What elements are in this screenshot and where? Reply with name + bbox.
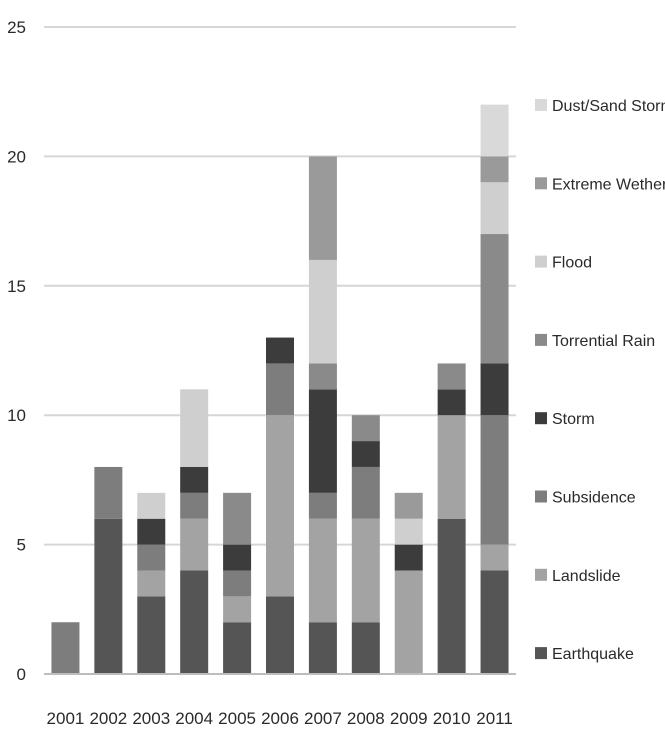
gridlines xyxy=(44,26,516,546)
x-tick-label: 2003 xyxy=(132,709,170,728)
bar-segment-earthquake xyxy=(180,570,209,674)
bar-segment-subsidence xyxy=(180,492,209,519)
bar-segment-storm xyxy=(308,389,337,493)
x-tick-label: 2007 xyxy=(304,709,342,728)
bar-segment-earthquake xyxy=(223,622,252,674)
x-tick-label: 2006 xyxy=(261,709,299,728)
bar-segment-subsidence xyxy=(51,622,80,674)
bar-segment-earthquake xyxy=(137,596,166,674)
bar-segment-earthquake xyxy=(266,596,294,674)
bar-segment-landslide xyxy=(223,596,252,623)
legend: Dust/Sand Storm Extreme Wether Flood Torren… xyxy=(535,98,665,663)
legend-label: Landslide xyxy=(552,568,621,585)
bar-segment-subsidence xyxy=(266,363,294,416)
bar-segment-storm xyxy=(266,337,294,364)
bar-segment-landslide xyxy=(480,544,509,571)
legend-label: Dust/Sand Storm xyxy=(552,98,665,115)
bar-segment-landslide xyxy=(437,415,466,519)
bar-segment-storm xyxy=(394,544,423,571)
x-tick-label: 2002 xyxy=(89,709,127,728)
bar-segment-extreme-wether xyxy=(308,156,337,260)
bar-segment-storm xyxy=(137,518,166,545)
bar-segment-storm xyxy=(437,389,466,416)
y-tick-label: 15 xyxy=(7,277,26,296)
legend-swatch xyxy=(535,177,547,190)
y-tick-label: 25 xyxy=(7,18,26,37)
bar-segment-earthquake xyxy=(308,622,337,674)
bar-segment-landslide xyxy=(394,570,423,674)
legend-label: Earthquake xyxy=(552,646,634,663)
bar-segment-torrential-rain xyxy=(351,415,380,442)
bar-segment-landslide xyxy=(308,518,337,623)
y-tick-label: 0 xyxy=(17,665,26,684)
bar-segment-flood xyxy=(480,182,509,235)
bar-segment-landslide xyxy=(351,518,380,623)
bar-segment-storm xyxy=(223,544,252,571)
bar-segment-torrential-rain xyxy=(223,492,252,545)
legend-label: Torrential Rain xyxy=(552,333,655,350)
bar-segment-subsidence xyxy=(137,544,166,571)
bar-segment-subsidence xyxy=(223,570,252,597)
bar-segment-flood xyxy=(180,389,209,467)
x-tick-label: 2010 xyxy=(433,709,471,728)
legend-swatch xyxy=(535,255,547,268)
legend-swatch xyxy=(535,333,547,346)
y-tick-label: 5 xyxy=(17,536,26,555)
bar-segment-subsidence xyxy=(308,492,337,519)
bar-segment-torrential-rain xyxy=(437,363,466,390)
bar-segment-extreme-wether xyxy=(480,156,509,183)
y-tick-label: 10 xyxy=(7,406,26,425)
x-tick-label: 2011 xyxy=(476,709,513,728)
y-tick-label: 20 xyxy=(7,147,26,166)
bar-segment-earthquake xyxy=(94,518,123,674)
bar-segment-flood xyxy=(394,518,423,545)
bar-segment-dust-sand-storm xyxy=(480,104,509,157)
bar-segment-landslide xyxy=(180,518,209,571)
axes: 0 5 10 15 20 25 2001 2002 2003 2004 2005 2006 2007 20… xyxy=(7,18,516,728)
bar-segment-earthquake xyxy=(437,518,466,674)
x-tick-label: 2004 xyxy=(175,709,213,728)
bar-segment-extreme-wether xyxy=(394,492,423,519)
legend-swatch xyxy=(535,647,547,660)
bar-segment-storm xyxy=(180,466,209,493)
legend-swatch xyxy=(535,412,547,425)
bar-segment-flood xyxy=(137,492,166,519)
bar-segment-storm xyxy=(480,363,509,416)
x-tick-label: 2001 xyxy=(47,709,85,728)
bar-segment-subsidence xyxy=(351,466,380,519)
legend-swatch xyxy=(535,490,547,503)
legend-swatch xyxy=(535,568,547,581)
bar-segment-landslide xyxy=(137,570,166,597)
legend-label: Flood xyxy=(552,255,592,272)
bar-segment-subsidence xyxy=(480,415,509,545)
bar-segment-storm xyxy=(351,441,380,467)
bar-segment-flood xyxy=(308,259,337,364)
bar-segment-torrential-rain xyxy=(480,234,509,364)
bar-segment-torrential-rain xyxy=(308,363,337,390)
bar-segment-subsidence xyxy=(94,466,123,519)
legend-swatch xyxy=(535,99,547,111)
x-tick-label: 2005 xyxy=(218,709,256,728)
bar-segment-landslide xyxy=(266,415,294,597)
bar-segment-earthquake xyxy=(480,570,509,674)
legend-label: Extreme Wether xyxy=(552,176,665,193)
x-tick-label: 2009 xyxy=(390,709,428,728)
legend-label: Subsidence xyxy=(552,490,636,507)
bar-segment-earthquake xyxy=(351,622,380,674)
legend-label: Storm xyxy=(552,411,595,428)
x-tick-label: 2008 xyxy=(347,709,385,728)
bars xyxy=(51,104,509,674)
